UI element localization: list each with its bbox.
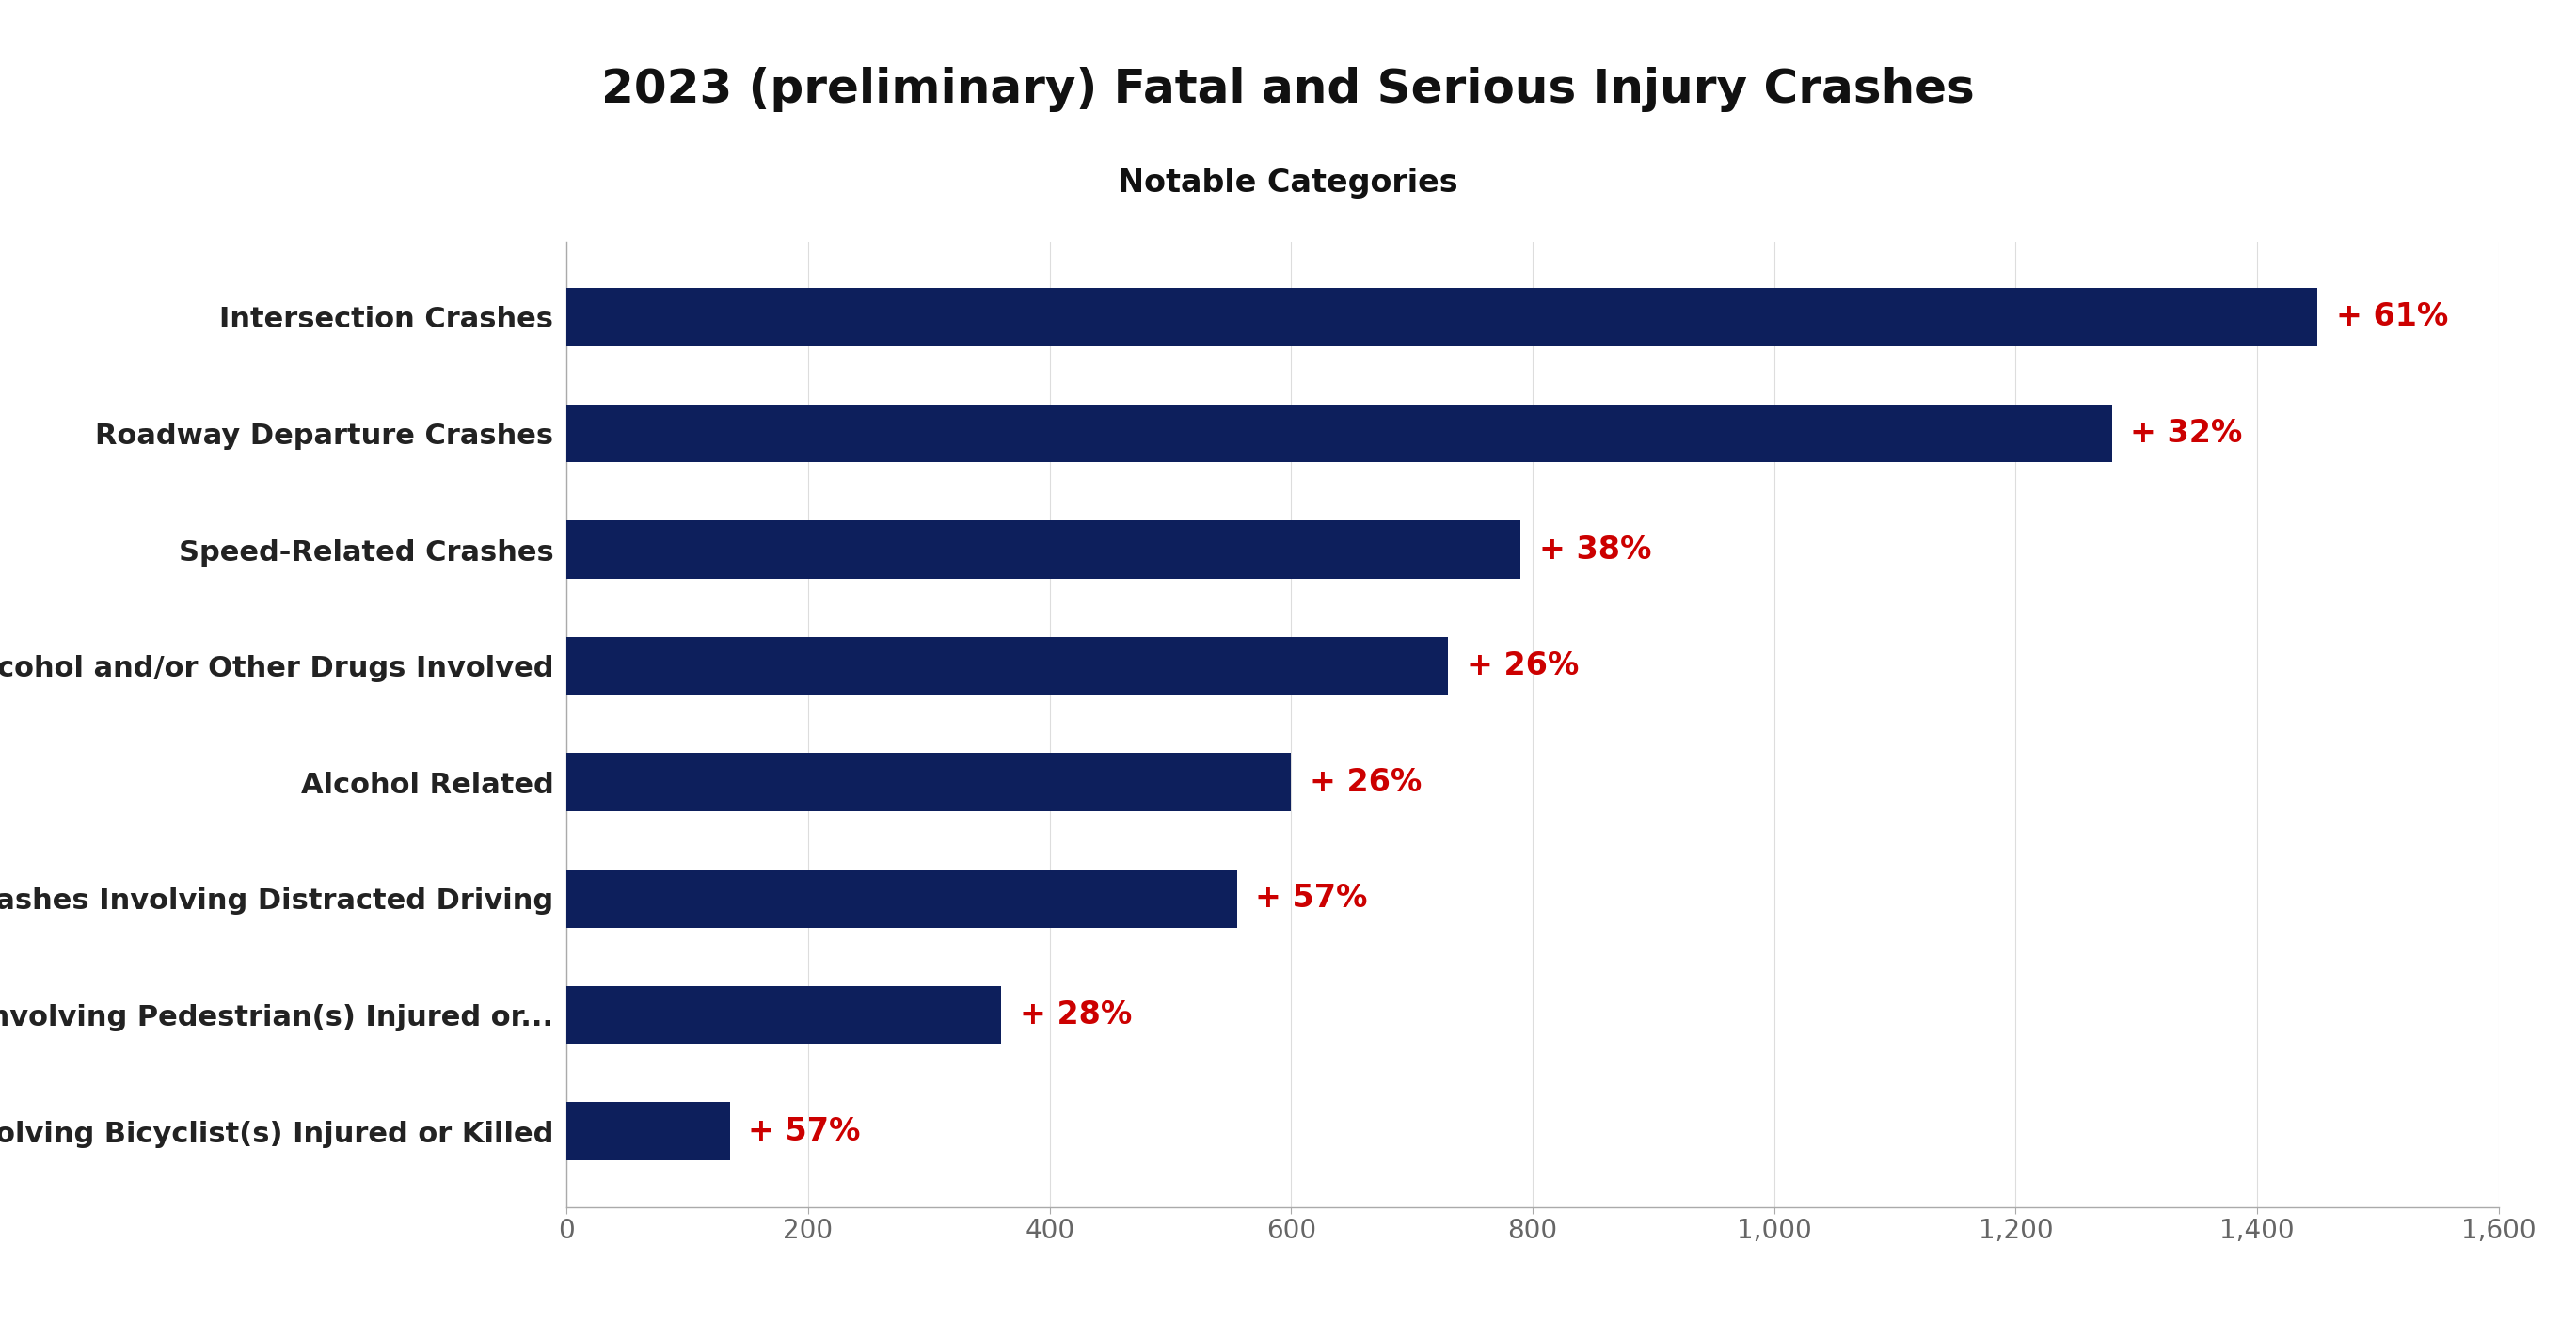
Text: + 57%: + 57% [747, 1116, 860, 1147]
Text: Notable Categories: Notable Categories [1118, 168, 1458, 198]
Text: + 32%: + 32% [2130, 418, 2244, 449]
Text: 2023 (preliminary) Fatal and Serious Injury Crashes: 2023 (preliminary) Fatal and Serious Inj… [600, 67, 1976, 113]
Text: + 38%: + 38% [1538, 534, 1651, 565]
Bar [567, 869, 1236, 928]
Bar [567, 986, 1002, 1045]
Text: + 26%: + 26% [1309, 767, 1422, 798]
Bar [567, 520, 1520, 579]
Bar [567, 404, 2112, 463]
Text: + 57%: + 57% [1255, 884, 1368, 915]
Bar [567, 288, 2318, 346]
Text: + 61%: + 61% [2336, 302, 2447, 333]
Bar [567, 637, 1448, 695]
Text: + 26%: + 26% [1466, 650, 1579, 681]
Bar [567, 1102, 729, 1160]
Bar [567, 754, 1291, 811]
Text: + 28%: + 28% [1020, 999, 1131, 1030]
